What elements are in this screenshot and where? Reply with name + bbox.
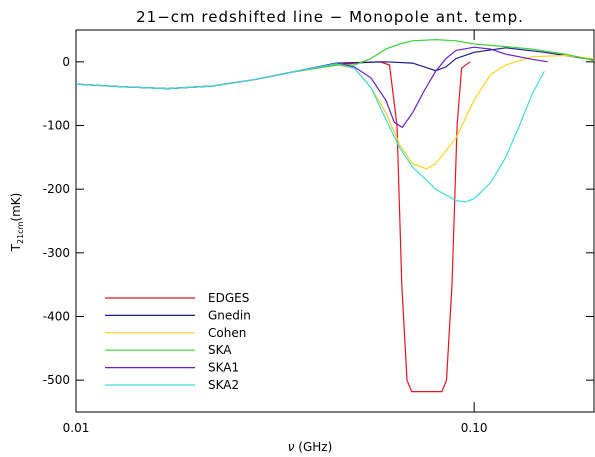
- series-line: [75, 63, 545, 203]
- y-tick-label: -500: [43, 373, 70, 387]
- series-line: [75, 61, 471, 393]
- chart-title: 21−cm redshifted line − Monopole ant. te…: [136, 8, 524, 26]
- legend-label: SKA2: [208, 378, 239, 392]
- x-axis-label: ν (GHz): [288, 440, 333, 454]
- y-label-symbol: T: [9, 243, 23, 252]
- y-axis-label: T21cm(mK): [9, 193, 25, 253]
- x-tick-label: 0.10: [461, 421, 488, 435]
- series-line: [75, 47, 595, 90]
- x-label-unit: (GHz): [298, 440, 332, 454]
- legend-label: EDGES: [208, 291, 249, 305]
- y-tick-label: 0: [62, 55, 70, 69]
- y-tick-label: -400: [43, 310, 70, 324]
- y-label-unit: (mK): [9, 193, 23, 222]
- legend-label: Cohen: [208, 326, 246, 340]
- y-label-subscript: 21cm: [16, 221, 25, 244]
- y-tick-label: -300: [43, 246, 70, 260]
- legend-label: SKA1: [208, 361, 239, 375]
- x-tick-label: 0.01: [63, 421, 90, 435]
- y-tick-label: -200: [43, 182, 70, 196]
- legend-label: SKA: [208, 343, 232, 357]
- legend-label: Gnedin: [208, 308, 251, 322]
- x-label-symbol: ν: [288, 440, 295, 454]
- y-tick-label: -100: [43, 119, 70, 133]
- plot-frame: [75, 29, 595, 413]
- series-line: [75, 54, 595, 170]
